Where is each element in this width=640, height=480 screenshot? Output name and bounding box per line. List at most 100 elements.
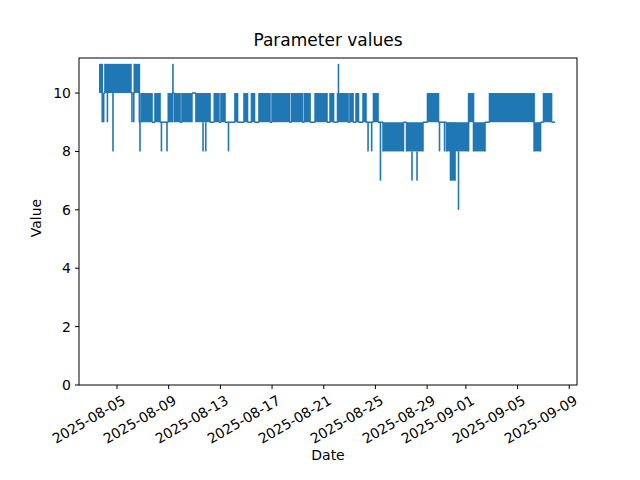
series-connector: [218, 93, 220, 122]
series-connector: [139, 64, 141, 122]
series-connector: [540, 122, 542, 151]
series-connector: [438, 93, 440, 122]
series-connector: [234, 93, 236, 122]
y-tick-label: 8: [0, 143, 71, 159]
series-connector: [159, 93, 161, 122]
series-spike: [161, 122, 163, 151]
series-run: [105, 64, 131, 93]
y-tick-label: 2: [0, 319, 71, 335]
series-run: [427, 93, 438, 122]
series-connector: [373, 93, 375, 122]
series-connector: [349, 93, 351, 122]
x-tick-mark: [220, 385, 221, 389]
y-tick-mark: [75, 151, 79, 152]
y-tick-mark: [75, 93, 79, 94]
series-connector: [377, 93, 379, 122]
series-connector: [179, 93, 181, 122]
x-tick-mark: [517, 385, 518, 389]
series-connector: [254, 93, 256, 122]
y-tick-mark: [75, 268, 79, 269]
series-connector: [130, 64, 132, 93]
series-spike: [439, 122, 441, 151]
y-tick-mark: [75, 326, 79, 327]
x-tick-mark: [465, 385, 466, 389]
series-spike: [228, 122, 230, 151]
x-tick-mark: [569, 385, 570, 389]
series-run: [473, 122, 485, 151]
series-connector: [151, 93, 153, 122]
x-tick-mark: [427, 385, 428, 389]
series-connector: [333, 93, 335, 122]
series-connector: [302, 93, 304, 122]
series-connector: [251, 93, 253, 122]
series-connector: [173, 93, 175, 122]
series-connector: [450, 122, 452, 180]
series-connector: [224, 93, 226, 122]
x-tick-mark: [168, 385, 169, 389]
series-connector: [422, 122, 424, 151]
series-spike: [444, 122, 446, 151]
series-spike: [380, 122, 382, 180]
y-tick-mark: [75, 209, 79, 210]
y-tick-label: 6: [0, 202, 71, 218]
series-run: [490, 93, 535, 122]
series-spike: [131, 93, 133, 122]
series-connector: [243, 93, 245, 122]
series-spike: [205, 122, 207, 151]
series-spike: [133, 93, 135, 122]
series-connector: [271, 93, 273, 122]
figure: Parameter values Date Value 02468102025-…: [0, 0, 640, 480]
series-spike: [458, 151, 460, 209]
series-connector: [382, 122, 384, 151]
series-spike: [371, 122, 373, 151]
x-tick-mark: [375, 385, 376, 389]
series-connector: [181, 93, 183, 122]
series-connector: [167, 93, 169, 122]
series-connector: [468, 93, 470, 151]
series-connector: [209, 93, 211, 122]
series-connector: [406, 122, 408, 151]
series-connector: [101, 64, 103, 122]
series-connector: [337, 93, 339, 122]
series-run: [238, 121, 244, 123]
series-connector: [314, 93, 316, 122]
series-connector: [291, 93, 293, 122]
x-tick-mark: [116, 385, 117, 389]
series-run: [272, 93, 289, 122]
series-connector: [329, 93, 331, 122]
series-connector: [309, 93, 311, 122]
series-run: [338, 93, 348, 122]
series-connector: [347, 93, 349, 122]
series-connector: [154, 93, 156, 122]
series-spike: [107, 93, 109, 122]
series-connector: [543, 93, 545, 122]
series-connector: [362, 93, 364, 122]
series-run: [455, 122, 469, 151]
series-connector: [446, 122, 448, 151]
series-connector: [269, 93, 271, 122]
y-tick-mark: [75, 385, 79, 386]
series-run: [534, 122, 540, 151]
series-run: [315, 93, 327, 122]
series-spike: [139, 122, 141, 151]
series-connector: [247, 93, 249, 122]
series-spike: [416, 151, 418, 180]
series-spike: [411, 151, 413, 180]
series-connector: [191, 93, 193, 122]
series-run: [383, 122, 403, 151]
series-connector: [220, 93, 222, 122]
series-run: [407, 122, 423, 151]
series-run: [544, 93, 552, 122]
series-spike: [166, 122, 168, 151]
series-connector: [403, 122, 405, 151]
series-run: [304, 93, 310, 122]
series-connector: [103, 93, 105, 122]
series-connector: [304, 93, 306, 122]
chart-title: Parameter values: [79, 30, 577, 50]
series-spike: [338, 64, 340, 93]
series-connector: [365, 93, 367, 122]
series-run: [196, 93, 210, 122]
series-connector: [140, 93, 142, 122]
series-run: [174, 93, 180, 122]
series-connector: [484, 122, 486, 151]
